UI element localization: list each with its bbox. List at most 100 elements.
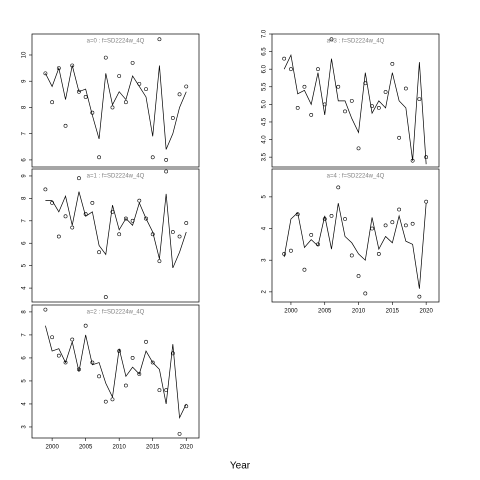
data-point: [289, 67, 293, 72]
y-tick-label: 6: [22, 241, 28, 245]
data-point: [63, 214, 68, 219]
x-tick-label: 2005: [79, 445, 93, 451]
fitted-line: [45, 191, 187, 269]
fitted-line: [45, 325, 187, 420]
y-tick-label: 7.0: [262, 29, 268, 38]
data-point: [157, 388, 162, 393]
data-point: [390, 220, 395, 225]
y-tick-label: 5: [22, 379, 28, 383]
x-tick-label: 2020: [180, 445, 194, 451]
x-tick-label: 2005: [318, 309, 332, 315]
data-point: [56, 353, 61, 358]
data-point: [110, 397, 115, 402]
data-point: [336, 185, 341, 190]
panel-title: a=3 : f=SD2224w_4Q: [327, 39, 385, 45]
data-point: [329, 213, 334, 218]
data-point: [137, 372, 142, 376]
data-point: [90, 200, 95, 205]
panel-frame: [271, 33, 440, 168]
data-point: [282, 56, 287, 61]
data-point: [130, 60, 135, 65]
data-point: [97, 374, 101, 379]
x-axis-label: Year: [230, 461, 251, 472]
data-point: [383, 90, 388, 94]
y-tick-label: 8: [22, 310, 28, 314]
data-point: [144, 339, 148, 344]
data-point: [77, 89, 81, 94]
data-point: [117, 232, 122, 237]
data-point: [424, 155, 429, 160]
panel-frame: [31, 168, 200, 303]
panel-title: a=4 : f=SD2224w_4Q: [327, 174, 385, 180]
x-tick-label: 2020: [419, 309, 433, 315]
data-point: [424, 199, 429, 204]
x-tick-label: 2010: [113, 445, 127, 451]
data-point: [184, 84, 189, 89]
y-tick-label: 6: [22, 158, 28, 162]
data-point: [63, 360, 68, 365]
data-point: [70, 225, 75, 230]
y-tick-label: 5: [262, 195, 268, 199]
y-tick-label: 9: [22, 174, 28, 178]
data-point: [383, 223, 388, 228]
y-tick-label: 4.5: [262, 117, 268, 126]
data-point: [43, 71, 48, 76]
data-point: [316, 67, 320, 72]
data-point: [370, 226, 374, 231]
data-point: [309, 232, 314, 237]
data-point: [50, 335, 55, 340]
data-point: [184, 221, 189, 225]
panel-frame: [271, 168, 440, 303]
data-point: [157, 259, 162, 264]
data-point: [376, 105, 381, 110]
x-tick-label: 2010: [352, 309, 366, 315]
panel-frame: [31, 33, 200, 168]
data-point: [83, 323, 88, 328]
data-point: [103, 399, 108, 404]
y-tick-label: 10: [22, 51, 28, 58]
data-point: [137, 198, 142, 203]
data-point: [356, 146, 361, 151]
y-tick-label: 2: [262, 290, 268, 294]
data-point: [103, 295, 108, 299]
data-point: [164, 158, 169, 162]
data-point: [349, 253, 354, 258]
data-point: [123, 383, 128, 388]
data-point: [170, 351, 175, 356]
data-point: [170, 116, 175, 120]
data-point: [309, 113, 314, 117]
data-point: [289, 248, 293, 253]
data-point: [417, 97, 422, 101]
y-tick-label: 5.5: [262, 82, 268, 91]
data-point: [336, 84, 341, 89]
y-tick-label: 5: [22, 263, 28, 267]
y-tick-label: 4: [22, 402, 28, 406]
data-point: [70, 337, 75, 342]
data-point: [363, 291, 368, 296]
x-tick-label: 2015: [386, 309, 400, 315]
data-point: [397, 207, 402, 212]
data-point: [103, 55, 108, 60]
y-tick-label: 6.0: [262, 64, 268, 73]
panel-title: a=2 : f=SD2224w_4Q: [87, 310, 145, 316]
data-point: [177, 431, 182, 436]
y-tick-label: 3: [262, 258, 268, 262]
data-point: [144, 216, 148, 221]
data-point: [97, 155, 101, 160]
y-tick-label: 5.0: [262, 100, 268, 109]
data-point: [403, 223, 408, 228]
data-point: [170, 230, 175, 234]
data-point: [177, 92, 182, 97]
y-tick-label: 6: [22, 356, 28, 360]
data-point: [97, 250, 101, 255]
data-point: [157, 37, 162, 42]
y-tick-label: 7: [22, 218, 28, 222]
data-point: [117, 74, 122, 78]
data-point: [302, 267, 307, 272]
data-point: [397, 135, 402, 140]
data-point: [150, 360, 155, 365]
data-point: [177, 234, 182, 239]
data-point: [329, 37, 334, 42]
fitted-line: [283, 53, 427, 165]
